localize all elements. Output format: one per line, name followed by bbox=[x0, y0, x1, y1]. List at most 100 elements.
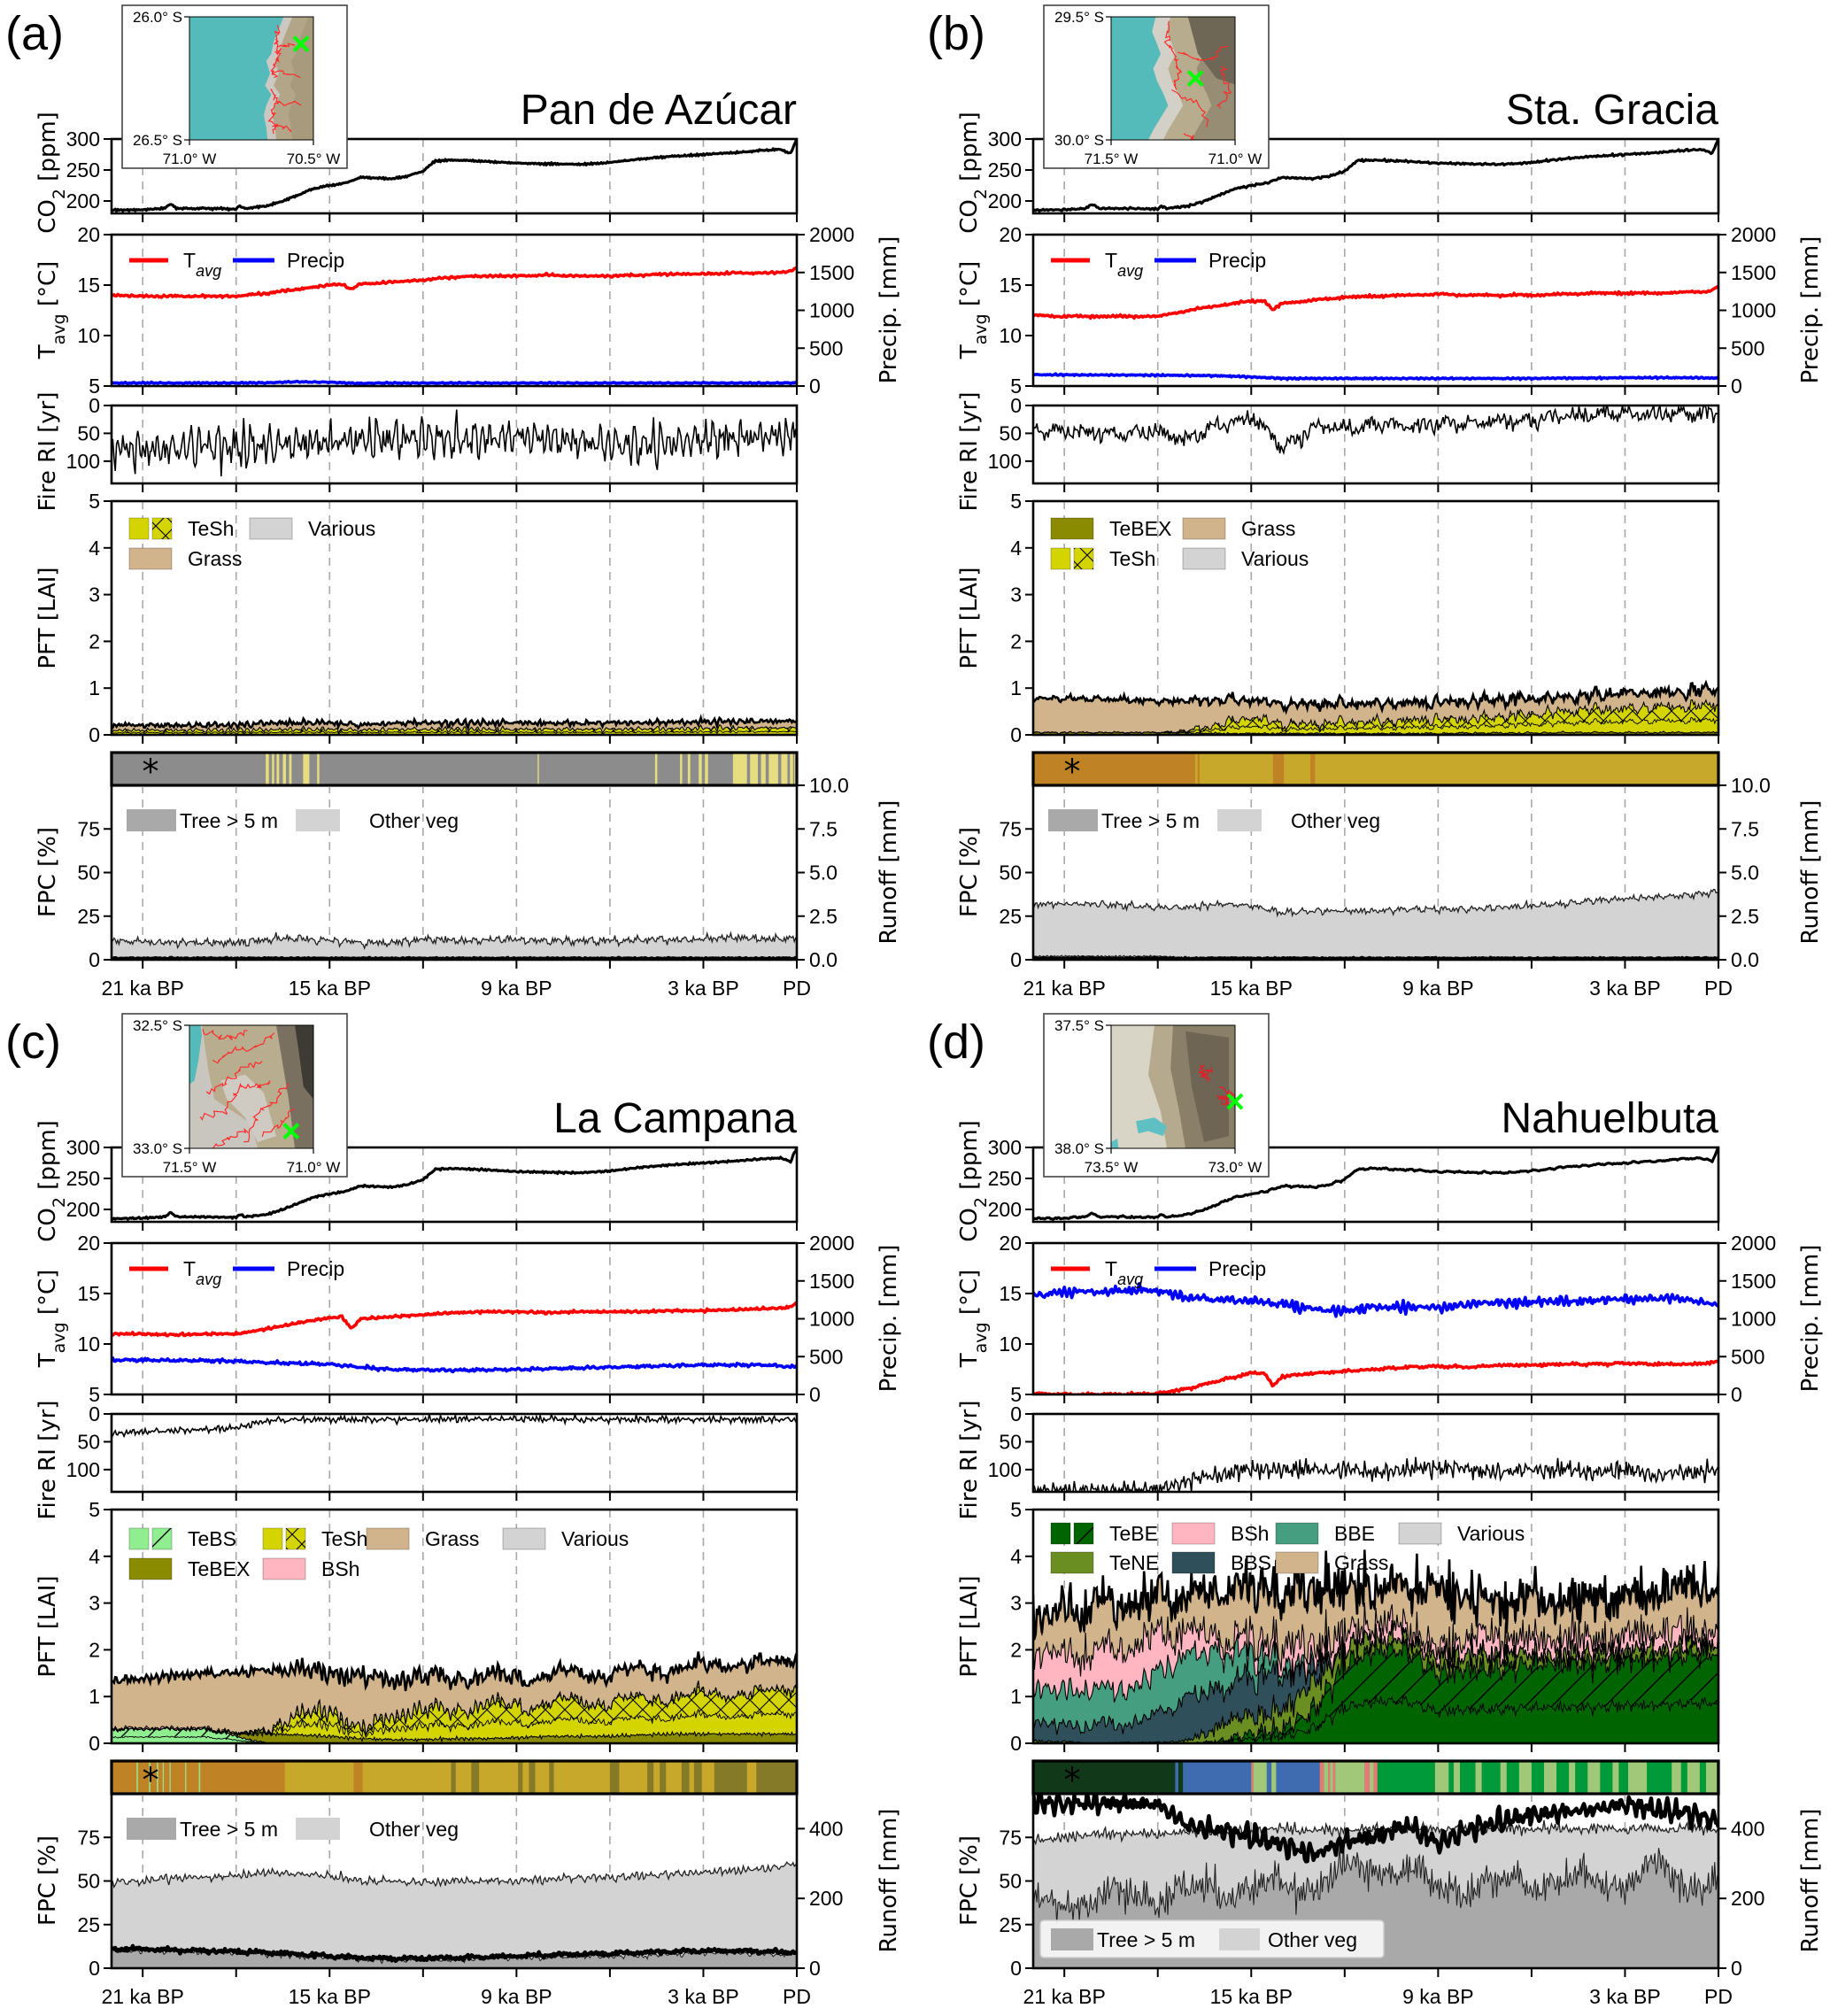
fire-frame bbox=[1031, 1412, 1720, 1494]
inset-map: 32.5° S 33.0° S 71.5° W 71.0° W bbox=[121, 1013, 348, 1178]
fire-ri-line bbox=[1033, 406, 1718, 456]
runoff-tick-label: 400 bbox=[809, 1817, 843, 1840]
temperature-axis-label-text: T bbox=[35, 344, 61, 359]
fpc-legend: Tree > 5 m Other veg bbox=[1039, 1919, 1385, 1958]
inset-lon-label: 71.5° W bbox=[1085, 151, 1139, 167]
fire-contour bbox=[270, 25, 282, 79]
tavg-line bbox=[112, 1302, 797, 1338]
precip-tick-label: 1000 bbox=[809, 1308, 854, 1331]
pft-area-bbe bbox=[1033, 1620, 1718, 1735]
co2-axis-label-unit: [ppm] bbox=[35, 1120, 61, 1197]
pft-axis-label-text: PFT [LAI] bbox=[956, 567, 983, 668]
pft-legend-item-various: Various bbox=[1182, 547, 1309, 570]
fire-frame bbox=[1031, 404, 1720, 485]
biome-segment bbox=[1373, 1761, 1378, 1794]
legend-label: TeBE bbox=[1109, 1522, 1158, 1545]
pft-subplot: 0 1 2 3 4 5 TeBE TeNE BSh BBS BBE Grass Various bbox=[1010, 1498, 1720, 1755]
fpc-tick-label: 0 bbox=[1010, 948, 1022, 971]
runoff-tick-label: 7.5 bbox=[809, 817, 838, 840]
inset-map-border bbox=[189, 16, 314, 141]
legend-label-tavg: Tavg bbox=[183, 249, 221, 280]
biome-segment bbox=[169, 1761, 171, 1794]
co2-subplot: 200 250 300 bbox=[66, 127, 799, 222]
x-tick-label: 15 ka BP bbox=[289, 1985, 371, 2008]
inset-map: 29.5° S 30.0° S 71.5° W 71.0° W bbox=[1043, 4, 1270, 169]
precip-axis-label: Precip. [mm] bbox=[876, 236, 902, 384]
pft-legend-item-bbs: BBS bbox=[1171, 1551, 1271, 1574]
pft-legend-item-various: Various bbox=[249, 517, 375, 540]
pft-boundary-various bbox=[1033, 679, 1718, 715]
climate-subplot: 5 10 15 20 0 500 1000 1500 2000 Tavg Precip bbox=[77, 223, 854, 398]
fire-tick-label: 100 bbox=[988, 1458, 1022, 1481]
legend-label-precip: Precip bbox=[1208, 1257, 1266, 1280]
co2-axis-label-unit: [ppm] bbox=[956, 112, 983, 189]
inset-lon-label: 71.0° W bbox=[163, 151, 217, 167]
biome-segment bbox=[1364, 1761, 1370, 1794]
pft-subplot: 0 1 2 3 4 5 TeBS TeBEX TeSh BSh Grass Various bbox=[89, 1498, 799, 1755]
tavg-line bbox=[1033, 285, 1718, 321]
biome-segment bbox=[1587, 1761, 1601, 1794]
legend-swatch bbox=[366, 1527, 410, 1550]
inset-lon-label: 71.0° W bbox=[287, 1159, 341, 1176]
co2-axis-label-subscript: 2 bbox=[971, 1197, 991, 1208]
biome-segment bbox=[756, 1761, 797, 1794]
precip-axis-label-text: Precip. [mm] bbox=[1797, 1245, 1824, 1393]
biome-segment bbox=[750, 753, 759, 785]
fire-tick-label: 100 bbox=[988, 450, 1022, 473]
temperature-tick-label: 20 bbox=[999, 1232, 1022, 1255]
temperature-tick-label: 5 bbox=[1010, 375, 1022, 398]
temperature-tick-label: 10 bbox=[77, 1332, 100, 1356]
fpc-axis-label-text: FPC [%] bbox=[35, 1835, 61, 1926]
biome-segment bbox=[1175, 1761, 1178, 1794]
fire-tick-label: 0 bbox=[89, 394, 100, 417]
co2-tick-label: 200 bbox=[988, 189, 1022, 212]
fpc-tick-label: 25 bbox=[77, 905, 100, 928]
co2-subplot: 200 250 300 bbox=[988, 1136, 1720, 1231]
co2-axis-label-text: CO bbox=[35, 1208, 61, 1242]
pft-boundary-tebe bbox=[1033, 1634, 1718, 1743]
pft-data bbox=[1033, 679, 1718, 735]
precip-tick-label: 500 bbox=[809, 1345, 843, 1368]
co2-axis-label: CO2 [ppm] bbox=[35, 112, 69, 234]
biome-bar-data bbox=[112, 753, 797, 785]
legend-swatch-tree bbox=[1051, 1928, 1093, 1950]
legend-swatch-hatch bbox=[1074, 548, 1093, 569]
co2-axis-label-unit: [ppm] bbox=[956, 1120, 983, 1197]
x-tick-label: 21 ka BP bbox=[1023, 1985, 1106, 2008]
temperature-axis-label-text: T bbox=[956, 344, 983, 359]
precip-tick-label: 1500 bbox=[1731, 1270, 1776, 1293]
site-marker-icon bbox=[282, 1123, 300, 1139]
biome-segment bbox=[680, 753, 683, 785]
legend-swatch-hatch bbox=[152, 1528, 172, 1549]
fire-contour bbox=[274, 70, 301, 79]
legend-label: Grass bbox=[425, 1527, 479, 1550]
inset-lat-label: 33.0° S bbox=[133, 1140, 182, 1157]
fpc-axis-label: FPC [%] bbox=[35, 1835, 61, 1926]
biome-bar-data bbox=[1033, 1761, 1718, 1794]
runoff-axis-label-text: Runoff [mm] bbox=[876, 800, 902, 945]
climate-frame bbox=[1031, 1241, 1720, 1396]
pft-hatch-tesh bbox=[112, 724, 797, 735]
fpc-tick-label: 50 bbox=[77, 861, 100, 884]
pft-data bbox=[1033, 1549, 1718, 1743]
legend-swatch bbox=[128, 547, 173, 570]
pft-legend-item-grass: Grass bbox=[1182, 517, 1295, 540]
temperature-axis-label-text: T bbox=[956, 1353, 983, 1368]
fpc-legend: Tree > 5 m Other veg bbox=[127, 1818, 459, 1841]
biome-segment bbox=[1324, 1761, 1329, 1794]
runoff-tick-label: 200 bbox=[809, 1887, 843, 1910]
legend-swatch-hatch bbox=[286, 1528, 305, 1549]
temperature-axis-label-subscript: avg bbox=[50, 313, 69, 344]
x-tick-label: PD bbox=[783, 1985, 811, 2008]
legend-label-precip: Precip bbox=[287, 1257, 344, 1280]
precip-tick-label: 0 bbox=[809, 1383, 821, 1406]
biome-segment bbox=[1687, 1761, 1700, 1794]
fire-contour bbox=[1216, 66, 1232, 109]
fpc-legend: Tree > 5 m Other veg bbox=[1048, 809, 1380, 832]
lake bbox=[1111, 1138, 1119, 1148]
climate-subplot: 5 10 15 20 0 500 1000 1500 2000 Tavg Precip bbox=[77, 1232, 854, 1406]
biome-segment bbox=[282, 753, 287, 785]
runoff-axis-label: Runoff [mm] bbox=[876, 1809, 902, 1953]
pft-tick-label: 2 bbox=[89, 1638, 100, 1661]
